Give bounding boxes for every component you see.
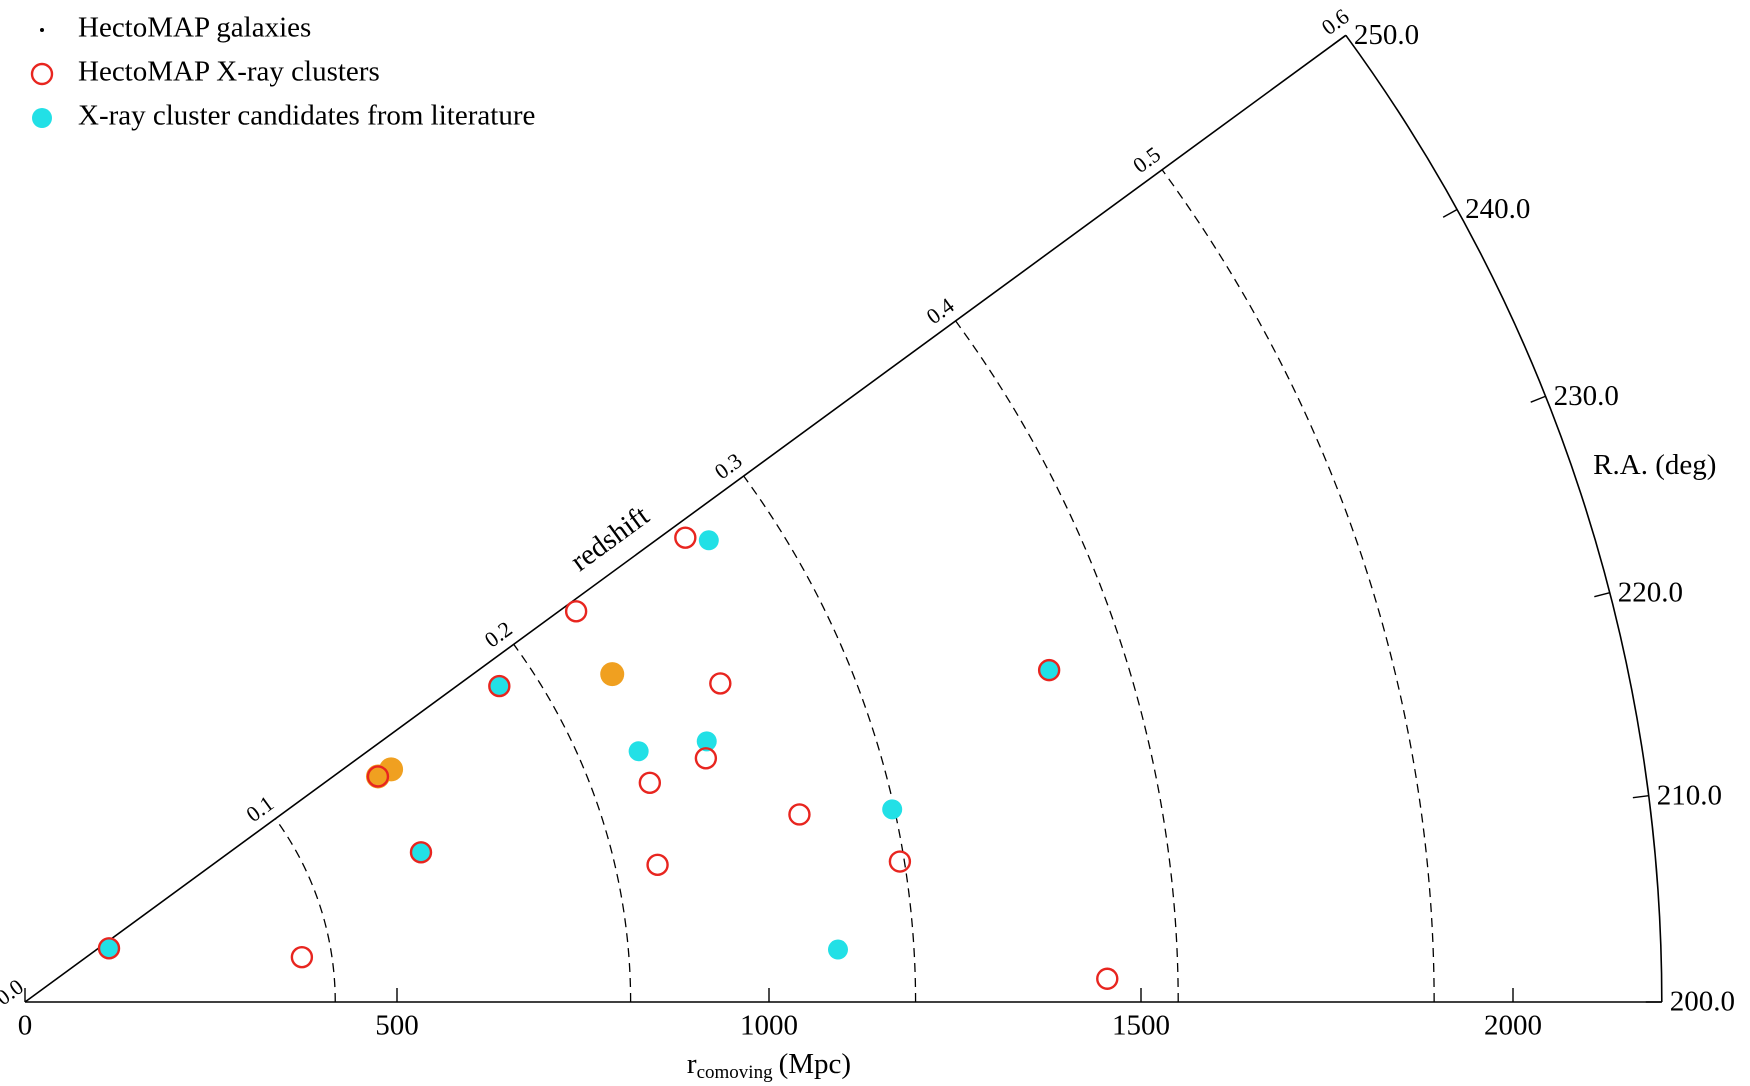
redshift-arc <box>1161 169 1435 1003</box>
xray-cluster <box>290 945 314 969</box>
redshift-tick-label: 0.6 <box>1317 4 1354 40</box>
xray-cluster <box>409 841 433 864</box>
ra-tick <box>1332 34 1347 46</box>
x-tick-label: 0 <box>18 1010 33 1042</box>
x-tick-label: 1500 <box>1112 1010 1170 1042</box>
xray-cluster <box>1037 658 1061 682</box>
cluster-candidate <box>99 938 120 959</box>
ra-tick-label: 230.0 <box>1554 380 1619 412</box>
xray-cluster <box>488 674 511 698</box>
redshift-arc <box>513 643 632 1003</box>
cluster-candidate <box>882 799 903 820</box>
xray-cluster <box>366 765 390 788</box>
redshift-arc <box>955 320 1179 1003</box>
legend: HectoMAP galaxies HectoMAP X-ray clusters… <box>30 12 535 132</box>
redshift-arc <box>743 475 917 1003</box>
x-label-sub: comoving <box>697 1062 773 1083</box>
legend-label: HectoMAP galaxies <box>78 12 311 44</box>
ra-tick <box>1442 208 1458 218</box>
ra-tick <box>1530 395 1546 403</box>
ra-tick <box>1594 592 1610 598</box>
other-cluster <box>600 662 625 687</box>
xray-cluster <box>888 850 912 873</box>
x-tick-label: 500 <box>375 1010 419 1042</box>
legend-label: X-ray cluster candidates from literature <box>78 100 535 132</box>
ra-tick-label: 200.0 <box>1670 986 1735 1018</box>
xray-cluster <box>646 853 669 877</box>
redshift-arc <box>274 818 336 1003</box>
x-axis-label: rcomoving (Mpc) <box>687 1048 851 1084</box>
xray-cluster <box>97 937 121 960</box>
ra-tick-label: 210.0 <box>1657 779 1722 811</box>
outer-arc <box>1345 34 1663 1003</box>
legend-marker <box>40 28 44 32</box>
cluster-candidate <box>628 741 649 762</box>
redshift-axis-label: redshift <box>565 500 655 578</box>
cluster-candidate <box>698 530 719 551</box>
ra-tick-label: 220.0 <box>1618 576 1683 608</box>
ra-tick-label: 250.0 <box>1354 19 1419 51</box>
ra-axis-label: R.A. (deg) <box>1593 449 1716 481</box>
x-label-main: r <box>687 1048 697 1080</box>
xray-cluster <box>694 747 718 770</box>
other-cluster <box>365 764 390 789</box>
legend-label: HectoMAP X-ray clusters <box>78 56 380 88</box>
legend-marker <box>30 62 54 86</box>
legend-marker <box>32 108 52 128</box>
x-label-unit: (Mpc) <box>779 1048 851 1080</box>
x-tick-label: 2000 <box>1484 1010 1542 1042</box>
xray-cluster <box>564 600 588 623</box>
cluster-candidate <box>696 731 717 752</box>
cluster-candidate <box>1039 660 1060 681</box>
xray-cluster <box>788 803 811 826</box>
cluster-candidate <box>410 842 431 863</box>
wedge-edge <box>24 34 1347 1003</box>
ra-tick-label: 240.0 <box>1465 193 1530 225</box>
ra-tick <box>1632 795 1649 799</box>
xray-cluster <box>709 672 732 695</box>
xray-cluster <box>674 526 697 549</box>
cluster-candidate <box>827 939 848 960</box>
redshift-tick-label: 0.0 <box>0 974 28 1010</box>
xray-cluster <box>1096 967 1119 990</box>
cluster-candidate <box>489 676 510 697</box>
xray-cluster <box>638 771 662 795</box>
x-tick-label: 1000 <box>740 1010 798 1042</box>
